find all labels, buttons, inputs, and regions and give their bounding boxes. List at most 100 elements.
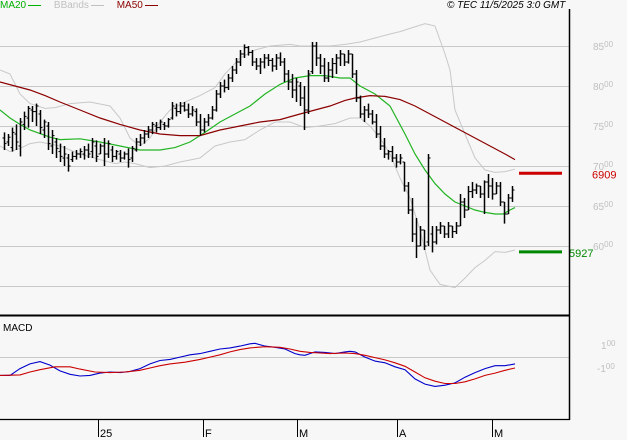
ohlc-bar	[230, 66, 235, 82]
ohlc-bar	[250, 50, 255, 66]
ohlc-bar	[418, 226, 423, 247]
ohlc-bar	[38, 110, 43, 134]
price-tick-label: 8500	[593, 40, 614, 53]
ohlc-bar	[270, 58, 275, 72]
ohlc-bar	[86, 143, 91, 158]
ohlc-bar	[402, 161, 407, 192]
ohlc-bar	[370, 110, 375, 125]
ohlc-bar	[70, 151, 75, 162]
date-label: M	[494, 428, 503, 440]
ohlc-bar	[282, 58, 287, 82]
ohlc-bar	[426, 154, 431, 246]
ohlc-bar	[170, 102, 175, 120]
copyright-timestamp: © TEC 11/5/2025 3:0 GMT	[447, 0, 566, 11]
ohlc-bar	[462, 198, 467, 218]
price-grid	[0, 46, 569, 287]
legend-item-ma20: MA20	[0, 0, 44, 11]
date-axis: 25 F M A M	[98, 420, 503, 440]
ohlc-bar	[454, 222, 459, 234]
ohlc-bar	[394, 154, 399, 168]
legend-item-bbands: BBands	[54, 0, 107, 11]
support-label: 5927	[569, 248, 593, 260]
ohlc-bars	[2, 42, 515, 258]
ohlc-bar	[178, 102, 183, 114]
moving-averages	[0, 75, 516, 215]
ohlc-bar	[102, 138, 107, 166]
ohlc-bar	[298, 82, 303, 106]
ohlc-bar	[294, 78, 299, 102]
ohlc-bar	[194, 108, 199, 126]
ohlc-bar	[314, 42, 319, 66]
ohlc-bar	[2, 132, 7, 150]
legend-swatch-ma20	[28, 4, 42, 6]
ohlc-bar	[474, 183, 479, 194]
ohlc-bar	[110, 146, 115, 162]
ohlc-bar	[146, 126, 151, 138]
date-label: 25	[100, 428, 112, 440]
ohlc-bar	[82, 146, 87, 160]
ohlc-bar	[322, 58, 327, 82]
ohlc-bar	[218, 82, 223, 98]
ma20-line	[0, 75, 516, 215]
ohlc-bar	[434, 226, 439, 245]
ohlc-bar	[290, 74, 295, 98]
macd-line	[0, 342, 516, 387]
macd-tick-label: 100	[601, 339, 616, 352]
ohlc-bar	[510, 186, 515, 202]
ohlc-bar	[366, 103, 371, 118]
ohlc-bar	[30, 106, 35, 122]
ohlc-bar	[138, 134, 143, 146]
ohlc-bar	[414, 218, 419, 258]
ohlc-bar	[54, 138, 59, 158]
ohlc-bar	[346, 50, 351, 64]
ohlc-bar	[46, 122, 51, 150]
ohlc-bar	[162, 122, 167, 130]
ohlc-bar	[310, 42, 315, 74]
ohlc-bar	[362, 106, 367, 122]
ohlc-bar	[358, 95, 363, 118]
ohlc-bar	[190, 106, 195, 117]
ohlc-bar	[122, 151, 127, 160]
ohlc-bar	[42, 119, 47, 138]
ohlc-bar	[202, 118, 207, 133]
legend-label-ma20: MA20	[0, 0, 27, 11]
legend-item-ma50: MA50	[117, 0, 158, 11]
date-label: M	[299, 428, 308, 440]
ohlc-bar	[266, 54, 271, 66]
ohlc-bar	[142, 130, 147, 144]
ohlc-bar	[174, 103, 179, 117]
ohlc-bar	[438, 222, 443, 234]
price-tick-decimals: 00	[604, 120, 613, 129]
ohlc-bar	[94, 140, 99, 162]
macd-tick-decimals: 00	[607, 339, 616, 348]
ohlc-bar	[342, 53, 347, 66]
ohlc-bar	[198, 114, 203, 136]
ohlc-bar	[34, 103, 39, 126]
price-tick-label: 8000	[593, 80, 614, 93]
ohlc-bar	[10, 127, 15, 152]
ohlc-bar	[26, 106, 31, 128]
ohlc-bar	[130, 146, 135, 162]
ohlc-bar	[114, 150, 119, 160]
price-tick-decimals: 00	[604, 200, 613, 209]
date-label: F	[205, 428, 212, 440]
bbands-lower-line	[0, 117, 516, 289]
chart-frame	[0, 9, 571, 421]
ohlc-bar	[74, 150, 79, 160]
ohlc-bar	[182, 102, 187, 112]
ohlc-bar	[466, 186, 471, 211]
ohlc-bar	[326, 62, 331, 82]
ohlc-bar	[90, 138, 95, 158]
ohlc-bar	[246, 46, 251, 56]
ohlc-bar	[406, 182, 411, 214]
ohlc-bar	[242, 44, 247, 58]
ohlc-bar	[210, 106, 215, 120]
price-tick-label: 6500	[593, 200, 614, 213]
price-tick-decimals: 00	[604, 160, 613, 169]
ohlc-bar	[302, 86, 307, 130]
ohlc-bar	[458, 194, 463, 227]
ohlc-bar	[390, 146, 395, 162]
ohlc-bar	[214, 90, 219, 112]
